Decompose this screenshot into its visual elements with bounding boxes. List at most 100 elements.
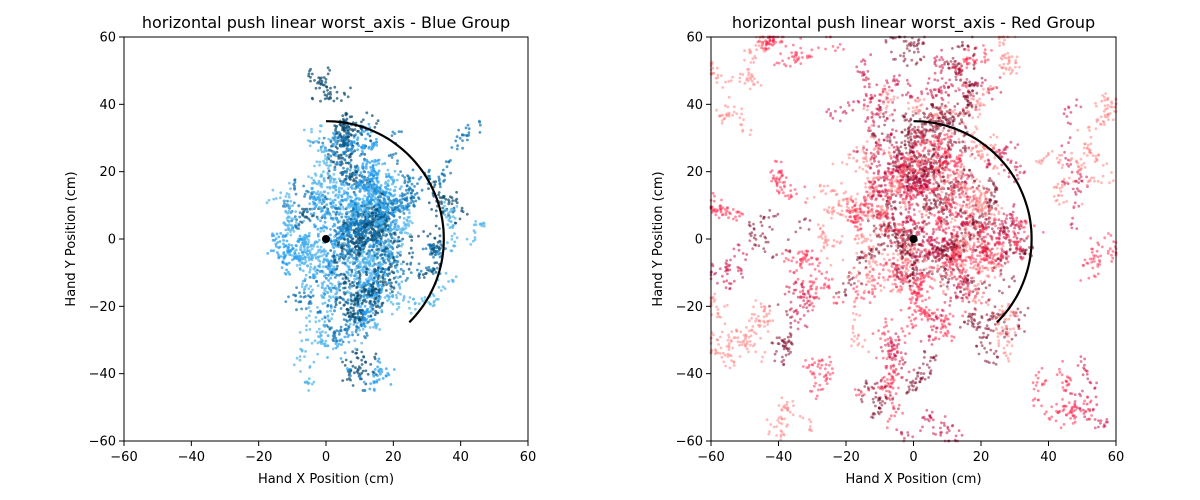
scatter-point xyxy=(365,111,369,115)
scatter-point xyxy=(365,331,368,335)
scatter-point xyxy=(1015,173,1019,177)
scatter-point xyxy=(375,141,379,144)
scatter-point xyxy=(897,386,900,390)
scatter-point xyxy=(339,307,343,310)
scatter-point xyxy=(382,206,386,210)
scatter-point xyxy=(922,349,926,353)
scatter-point xyxy=(390,194,394,198)
scatter-point xyxy=(295,264,299,267)
scatter-point xyxy=(395,293,398,297)
scatter-point xyxy=(287,295,290,299)
scatter-point xyxy=(409,246,413,250)
scatter-point xyxy=(371,245,375,249)
scatter-point xyxy=(301,282,304,286)
scatter-point xyxy=(282,199,286,203)
scatter-point xyxy=(454,139,458,143)
scatter-point xyxy=(374,262,378,266)
scatter-point xyxy=(305,216,309,219)
scatter-point xyxy=(888,258,891,262)
scatter-point xyxy=(358,154,362,158)
y-tick-label: −20 xyxy=(89,300,116,315)
scatter-point xyxy=(309,309,312,313)
scatter-point xyxy=(352,284,356,287)
scatter-point xyxy=(856,293,860,296)
scatter-point xyxy=(382,244,386,247)
scatter-point xyxy=(337,232,340,236)
chart-title: horizontal push linear worst_axis - Red … xyxy=(732,13,1095,33)
red-group-chart: horizontal push linear worst_axis - Red … xyxy=(651,13,1124,487)
scatter-point xyxy=(335,153,338,157)
scatter-point xyxy=(362,295,366,299)
scatter-point xyxy=(914,381,918,385)
scatter-point xyxy=(435,250,439,254)
scatter-point xyxy=(335,290,339,293)
scatter-point xyxy=(434,270,438,274)
scatter-point xyxy=(411,189,414,193)
scatter-point xyxy=(339,272,343,276)
scatter-point xyxy=(398,187,402,191)
scatter-point xyxy=(295,286,298,289)
scatter-point xyxy=(398,227,402,231)
scatter-point xyxy=(363,159,367,162)
scatter-point xyxy=(986,158,990,162)
scatter-point xyxy=(478,131,482,134)
scatter-point xyxy=(360,215,364,219)
scatter-point xyxy=(373,158,377,162)
scatter-point xyxy=(453,232,456,236)
scatter-point xyxy=(388,278,392,282)
scatter-point xyxy=(305,209,309,212)
scatter-point xyxy=(310,186,314,190)
scatter-point xyxy=(342,189,346,193)
scatter-point xyxy=(335,339,339,343)
scatter-point xyxy=(349,222,352,226)
scatter-point xyxy=(395,296,399,300)
scatter-point xyxy=(383,222,387,226)
scatter-point xyxy=(950,335,954,338)
scatter-point xyxy=(444,160,448,164)
scatter-point xyxy=(399,231,403,235)
scatter-point xyxy=(999,90,1003,94)
scatter-point xyxy=(996,355,999,359)
scatter-point xyxy=(353,297,357,301)
scatter-point xyxy=(332,336,336,340)
scatter-point xyxy=(893,225,897,229)
scatter-point xyxy=(340,249,344,253)
scatter-point xyxy=(334,127,338,131)
scatter-point xyxy=(884,343,887,347)
scatter-point xyxy=(308,328,312,331)
scatter-point xyxy=(350,330,354,334)
scatter-point xyxy=(387,282,391,285)
scatter-point xyxy=(359,296,362,300)
scatter-point xyxy=(450,278,454,282)
scatter-point xyxy=(373,297,377,301)
scatter-point xyxy=(391,295,395,299)
scatter-point xyxy=(325,206,329,210)
scatter-point xyxy=(281,204,285,208)
scatter-point xyxy=(368,326,372,329)
scatter-point xyxy=(329,96,332,100)
scatter-point xyxy=(367,204,370,208)
scatter-point xyxy=(376,171,380,175)
scatter-point xyxy=(1013,146,1017,150)
scatter-point xyxy=(335,181,338,184)
scatter-point xyxy=(348,261,352,265)
scatter-point xyxy=(326,304,329,308)
scatter-point xyxy=(402,207,406,211)
scatter-point xyxy=(351,364,355,368)
scatter-point xyxy=(287,243,291,247)
scatter-point xyxy=(886,92,890,96)
scatter-point xyxy=(369,200,372,204)
scatter-point xyxy=(364,369,368,373)
scatter-point xyxy=(342,298,345,302)
scatter-point xyxy=(364,167,368,170)
scatter-point xyxy=(430,208,433,211)
scatter-point xyxy=(898,362,901,366)
scatter-point xyxy=(374,191,378,195)
scatter-point xyxy=(322,248,326,251)
scatter-point xyxy=(371,254,374,258)
scatter-point xyxy=(892,95,896,99)
scatter-point xyxy=(360,308,364,312)
scatter-point xyxy=(316,217,320,221)
scatter-point xyxy=(335,287,339,291)
scatter-point xyxy=(336,219,340,222)
